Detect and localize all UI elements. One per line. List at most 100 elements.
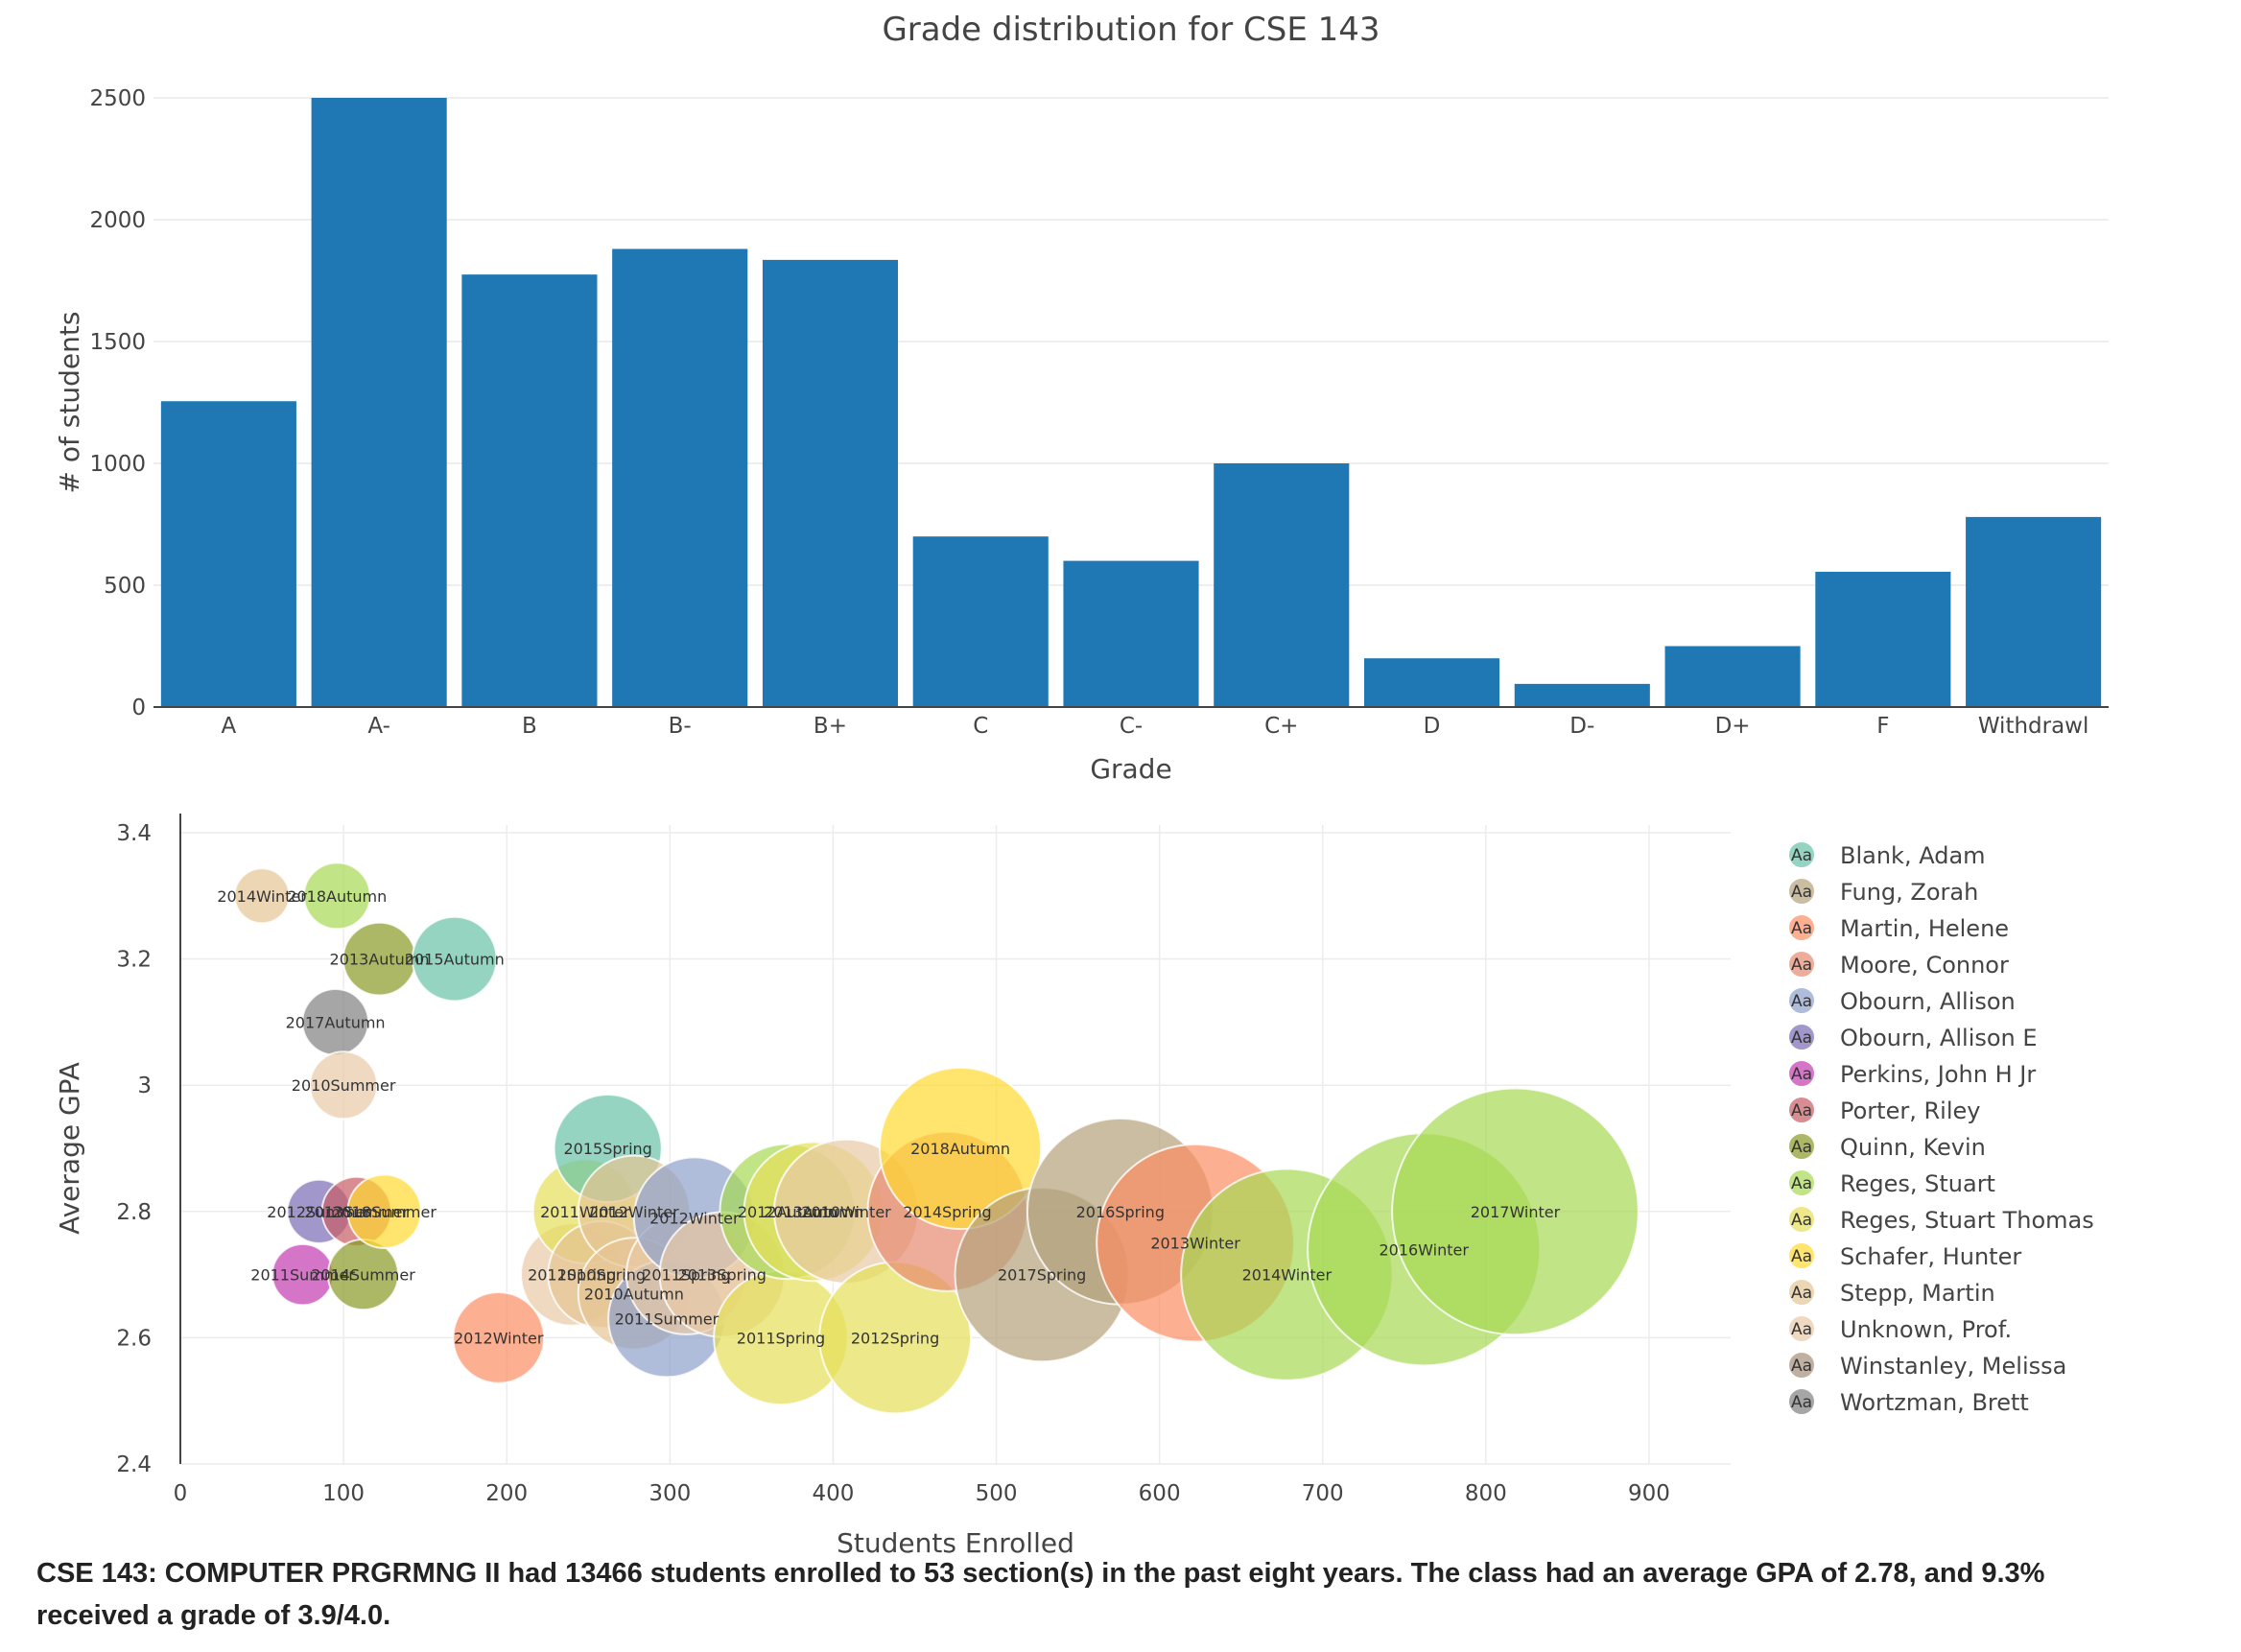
bubble-label: 2011Spring: [528, 1266, 616, 1285]
legend-marker: [1787, 1023, 1816, 1051]
legend-entry: Blank, Adam: [1840, 842, 1986, 869]
legend-entry: Obourn, Allison E: [1840, 1025, 2038, 1051]
bubble-point: [878, 1066, 1043, 1231]
bar-B+: [762, 259, 899, 707]
x-tick-label: C: [973, 714, 988, 739]
bar-D-: [1514, 683, 1650, 707]
bubble-label: 2011Summer: [250, 1266, 355, 1285]
bubble-label: 2014Spring: [903, 1203, 991, 1221]
legend-marker-text: Aa: [1791, 1101, 1812, 1121]
bubble-label: 2012Winter: [589, 1203, 679, 1221]
x-tick-label: Withdrawl: [1978, 714, 2089, 739]
legend-marker-text: Aa: [1791, 1393, 1812, 1412]
x-tick-label: F: [1876, 714, 1889, 739]
legend-entry: Wortzman, Brett: [1840, 1389, 2029, 1416]
bubble-label: 2010Autumn: [584, 1285, 684, 1303]
legend-entry: Stepp, Martin: [1840, 1280, 1995, 1307]
bubble-label: 2015Autumn: [405, 951, 505, 969]
legend-marker: [1787, 1132, 1816, 1161]
legend-marker: [1787, 1059, 1816, 1088]
bubble-point: [233, 867, 291, 925]
bubble-point: [452, 1291, 546, 1384]
legend-marker: [1787, 840, 1816, 869]
bubble-label: 2011Spring: [737, 1329, 825, 1347]
bar-A-: [311, 98, 447, 707]
course-summary-text: CSE 143: COMPUTER PRGRMNG II had 13466 s…: [36, 1558, 2045, 1631]
x-tick-label: 300: [649, 1481, 691, 1506]
legend-entry: Obourn, Allison: [1840, 988, 2016, 1015]
legend-entry: Martin, Helene: [1840, 915, 2009, 942]
bubble-label: 2010Winter: [801, 1203, 891, 1221]
bubble-point: [309, 1050, 379, 1121]
bubble-label: 2014Winter: [217, 887, 307, 906]
bubble-label: 2017Winter: [1471, 1203, 1561, 1221]
y-tick-label: 0: [131, 696, 146, 720]
bubble-label: 2012Winter: [454, 1329, 544, 1347]
bubble-point: [302, 861, 371, 931]
x-tick-label: A-: [367, 714, 390, 739]
bubble-label: 2017Autumn: [286, 1013, 386, 1031]
x-tick-label: 700: [1302, 1481, 1344, 1506]
bubble-label: 2016Winter: [1379, 1240, 1469, 1259]
bubble-label: 2018Summer: [332, 1203, 436, 1221]
legend-marker: [1787, 1278, 1816, 1307]
bubble-point: [346, 1173, 422, 1250]
legend-marker-text: Aa: [1791, 1065, 1812, 1084]
legend-marker: [1787, 1241, 1816, 1270]
x-tick-label: C+: [1264, 714, 1298, 739]
legend-entry: Unknown, Prof.: [1840, 1316, 2012, 1343]
bubble-label: 2012Spring: [851, 1329, 939, 1347]
x-tick-label: 500: [976, 1481, 1018, 1506]
legend-entry: Schafer, Hunter: [1840, 1243, 2021, 1270]
legend-entry: Moore, Connor: [1840, 952, 2009, 979]
bubble-point: [411, 915, 498, 1003]
legend-marker-text: Aa: [1791, 992, 1812, 1011]
x-tick-label: D-: [1569, 714, 1594, 739]
legend-marker-text: Aa: [1791, 1211, 1812, 1230]
legend-entry: Quinn, Kevin: [1840, 1134, 1986, 1161]
bar-Withdrawl: [1966, 516, 2102, 707]
y-tick-label: 1000: [89, 452, 146, 477]
legend-marker-text: Aa: [1791, 1247, 1812, 1266]
bubble-label: 2011Summer: [615, 1310, 719, 1329]
bubble-label: 2010Spring: [557, 1266, 646, 1285]
legend-marker: [1787, 1096, 1816, 1124]
bubble-label: 2010Summer: [292, 1076, 396, 1095]
y-tick-label: 1500: [89, 330, 146, 355]
y-axis-title: Average GPA: [54, 1062, 85, 1235]
legend-entry: Reges, Stuart: [1840, 1170, 1995, 1197]
bubble-label: 2013Autumn: [764, 1203, 863, 1221]
bar-D+: [1664, 646, 1801, 707]
gpa-enrollment-chart: 0 100 200 300 400 500 600 700 800 900 2.4 2.6 2.8 3 3.…: [54, 814, 2094, 1554]
legend-marker: [1787, 950, 1816, 979]
x-tick-label: 900: [1628, 1481, 1670, 1506]
bubble-label: 2015Spring: [563, 1140, 651, 1158]
bubble-label: 2014Summer: [311, 1266, 415, 1285]
legend-marker-text: Aa: [1791, 1138, 1812, 1157]
bar-C+: [1214, 463, 1350, 707]
x-tick-label: B: [522, 714, 537, 739]
x-tick-label: 400: [812, 1481, 854, 1506]
legend-entry: Fung, Zorah: [1840, 879, 1978, 906]
bubble-label: 2018Autumn: [287, 887, 387, 906]
legend-marker: [1787, 877, 1816, 906]
bar-C: [912, 536, 1049, 707]
legend-entry: Porter, Riley: [1840, 1097, 1980, 1124]
x-tick-label: B+: [814, 714, 847, 739]
x-tick-label: 0: [174, 1481, 188, 1506]
y-tick-label: 2.4: [116, 1452, 152, 1477]
y-tick-label: 2.6: [116, 1326, 152, 1351]
bar-C-: [1063, 560, 1199, 707]
bar-B-: [612, 248, 748, 707]
legend-entry: Winstanley, Melissa: [1840, 1353, 2066, 1380]
legend-marker: [1787, 1168, 1816, 1197]
bubble-label: 2013Winter: [1150, 1235, 1240, 1253]
x-tick-label: C-: [1120, 714, 1143, 739]
legend-marker-text: Aa: [1791, 1028, 1812, 1048]
bubble-label: 2013Autumn: [330, 951, 430, 969]
bubble-label: 2016Spring: [1076, 1203, 1165, 1221]
y-tick-label: 3.4: [116, 821, 152, 846]
x-tick-label: D: [1424, 714, 1441, 739]
bubble-label: 2012Winter: [649, 1209, 740, 1227]
bubble-label: 2018Autumn: [910, 1140, 1010, 1158]
